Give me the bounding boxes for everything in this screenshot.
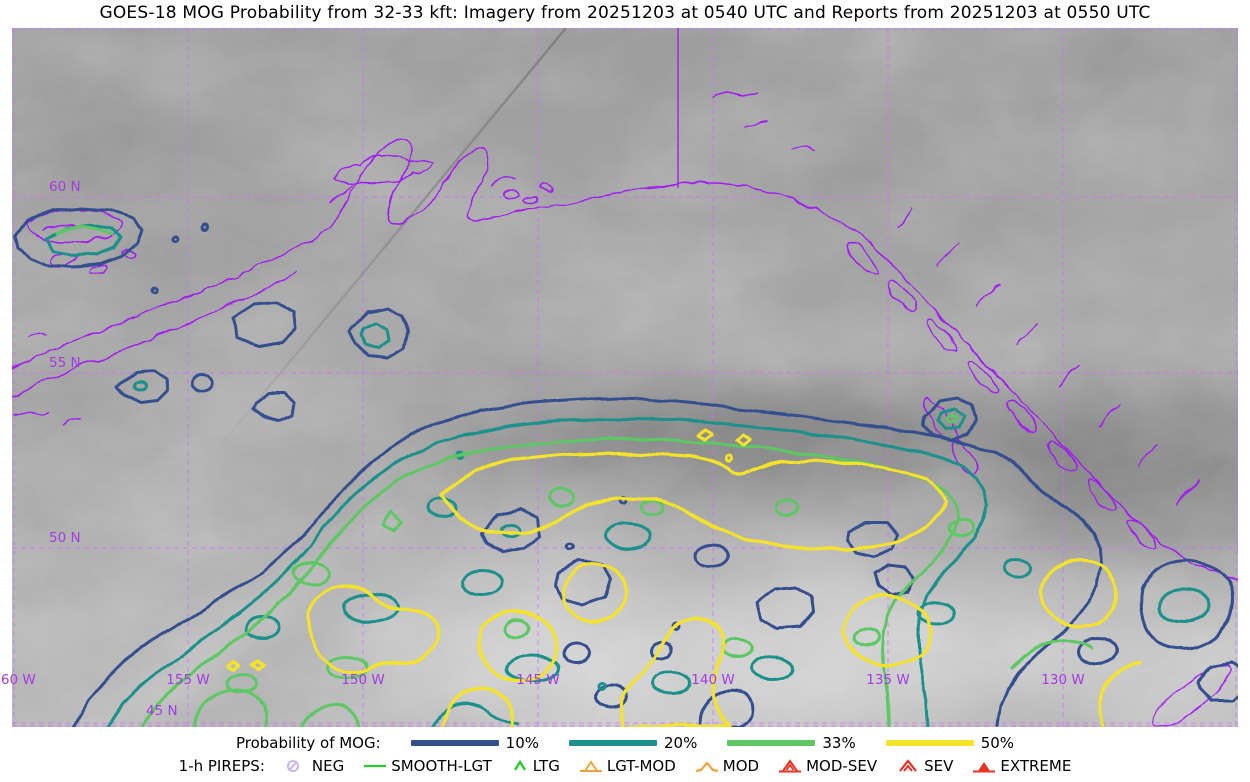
coastline-layer	[12, 91, 1238, 727]
pirep-item-sev: SEV	[896, 757, 953, 775]
contour-swatch-50	[885, 740, 974, 746]
pirep-item-ltg: LTG	[511, 757, 560, 775]
page-title: GOES-18 MOG Probability from 32-33 kft: …	[99, 3, 1151, 23]
contour-50pct	[226, 428, 1142, 727]
contour-swatch-33	[727, 740, 816, 746]
lon-label-135w: 135 W	[866, 672, 910, 688]
mod-sev-icon	[779, 759, 802, 773]
mog-contour-layer	[13, 206, 1238, 727]
lon-label-145w: 145 W	[516, 672, 560, 688]
mog-legend-caption: Probability of MOG:	[235, 734, 381, 752]
mog-legend-item-33: 33%	[727, 734, 856, 752]
lon-label-160w: 160 W	[0, 672, 36, 688]
pirep-item-mod-sev: MOD-SEV	[778, 757, 877, 775]
neg-icon	[286, 760, 299, 772]
pirep-legend-caption: 1-h PIREPS:	[178, 757, 265, 775]
satellite-imagery-layer	[12, 28, 1238, 727]
extreme-icon	[973, 762, 996, 773]
lat-label-45n: 45 N	[146, 703, 178, 719]
pirep-legend: 1-h PIREPS: NEG SMOOTH-LGT LTG LGT-MOD M…	[0, 756, 1250, 776]
satellite-map-image	[12, 28, 1238, 727]
contour-swatch-20	[569, 740, 658, 746]
pirep-item-smooth-lgt: SMOOTH-LGT	[363, 757, 492, 775]
contour-10pct	[13, 206, 1238, 727]
ltg-icon	[513, 759, 526, 771]
seam-line	[209, 28, 567, 459]
pirep-item-extreme: EXTREME	[972, 757, 1071, 775]
contour-swatch-10	[410, 740, 499, 746]
pirep-item-lgt-mod: LGT-MOD	[579, 757, 676, 775]
pirep-item-mod: MOD	[695, 757, 759, 775]
lon-label-155w: 155 W	[166, 672, 210, 688]
smooth-lgt-icon	[364, 764, 387, 768]
lat-label-60n: 60 N	[49, 179, 81, 195]
lon-label-140w: 140 W	[691, 672, 735, 688]
mog-legend-item-10: 10%	[410, 734, 539, 752]
lon-label-130w: 130 W	[1041, 672, 1085, 688]
lat-label-50n: 50 N	[49, 530, 81, 546]
mog-legend-item-50: 50%	[885, 734, 1014, 752]
map-canvas	[12, 28, 1238, 727]
pirep-item-neg: NEG	[284, 757, 344, 775]
lat-label-55n: 55 N	[49, 355, 81, 371]
contour-20pct	[45, 223, 1212, 727]
lgt-mod-icon	[579, 760, 602, 772]
sev-icon	[899, 759, 917, 772]
mod-icon	[695, 761, 719, 773]
mog-legend-item-20: 20%	[569, 734, 697, 752]
mog-legend: Probability of MOG: 10% 20% 33% 50%	[0, 733, 1250, 753]
lon-label-150w: 150 W	[341, 672, 385, 688]
